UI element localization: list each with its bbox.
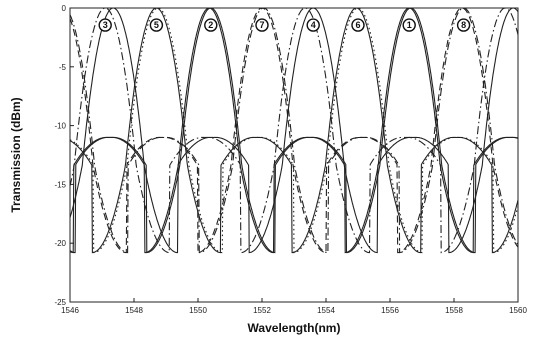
x-axis-title: Wavelength(nm) [248,321,341,335]
x-tick-label: 1548 [125,306,143,315]
channel-label-3: 3 [98,18,112,32]
channel-label-text: 6 [355,20,360,30]
series-line-6 [69,7,519,254]
series-line-8 [69,7,519,254]
y-tick-label: -25 [54,298,66,307]
y-tick-label: -20 [54,239,66,248]
series-line-3 [69,7,519,254]
y-tick-label: -15 [54,180,66,189]
channel-label-6: 6 [351,18,365,32]
channel-label-text: 5 [154,20,159,30]
channel-label-circle [204,18,218,32]
x-tick-label: 1546 [61,306,79,315]
x-tick-label: 1556 [381,306,399,315]
channel-label-circle [402,18,416,32]
series-line-2 [69,7,519,254]
channel-label-circle [149,18,164,32]
channel-label-2: 2 [204,18,218,32]
series-curves [69,7,519,254]
channel-label-8: 8 [456,18,471,32]
plot-frame [69,7,519,303]
channel-label-circle [456,18,471,32]
channel-label-text: 3 [103,20,108,30]
x-tick-label: 1550 [189,306,207,315]
channel-label-7: 7 [255,18,269,32]
series-line-4 [69,7,519,254]
x-tick-label: 1554 [317,306,335,315]
channel-label-text: 4 [311,20,316,30]
x-tick-label: 1558 [445,306,463,315]
y-axis-title: Transmission (dBm) [9,97,23,212]
channel-label-text: 2 [208,20,213,30]
y-tick-label: 0 [62,4,67,13]
channel-label-1: 1 [402,18,416,32]
axis-ticks: 1546 1548 1550 1552 1554 1556 1558 15600-5-10-1… [54,4,527,315]
y-tick-label: -5 [59,63,67,72]
y-tick-label: -10 [54,122,66,131]
channel-label-4: 4 [306,18,320,32]
channel-label-circle [306,18,320,32]
channel-label-5: 5 [149,18,164,32]
channel-label-text: 8 [461,20,466,30]
channel-label-circle [255,18,269,32]
channel-labels: 3 5 2 7 4 6 1 8 [98,18,471,32]
x-tick-label: 1560 [509,306,527,315]
channel-label-circle [98,18,112,32]
series-line-1 [69,7,519,254]
channel-label-circle [351,18,365,32]
channel-label-text: 1 [407,20,412,30]
channel-label-text: 7 [259,20,264,30]
x-tick-label: 1552 [253,306,271,315]
series-line-7 [69,7,519,254]
